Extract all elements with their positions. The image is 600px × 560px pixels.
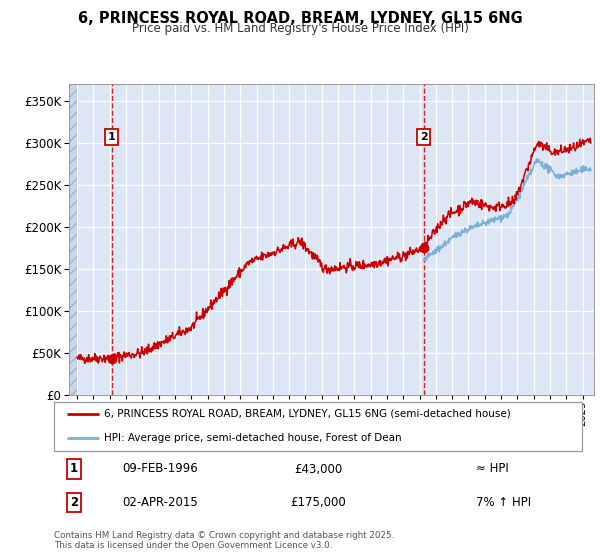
Text: Contains HM Land Registry data © Crown copyright and database right 2025.
This d: Contains HM Land Registry data © Crown c… [54,531,394,550]
Text: 2: 2 [420,132,427,142]
Text: 1: 1 [107,132,115,142]
Text: £43,000: £43,000 [294,463,342,475]
Text: HPI: Average price, semi-detached house, Forest of Dean: HPI: Average price, semi-detached house,… [104,433,402,444]
Text: £175,000: £175,000 [290,496,346,509]
Text: 7% ↑ HPI: 7% ↑ HPI [476,496,532,509]
Text: 09-FEB-1996: 09-FEB-1996 [122,463,199,475]
Text: 2: 2 [70,496,78,509]
Bar [69,84,77,395]
Text: 1: 1 [70,463,78,475]
Text: 6, PRINCESS ROYAL ROAD, BREAM, LYDNEY, GL15 6NG (semi-detached house): 6, PRINCESS ROYAL ROAD, BREAM, LYDNEY, G… [104,409,511,419]
Text: 6, PRINCESS ROYAL ROAD, BREAM, LYDNEY, GL15 6NG: 6, PRINCESS ROYAL ROAD, BREAM, LYDNEY, G… [77,11,523,26]
Text: ≈ HPI: ≈ HPI [476,463,509,475]
Text: 02-APR-2015: 02-APR-2015 [122,496,199,509]
Text: Price paid vs. HM Land Registry's House Price Index (HPI): Price paid vs. HM Land Registry's House … [131,22,469,35]
